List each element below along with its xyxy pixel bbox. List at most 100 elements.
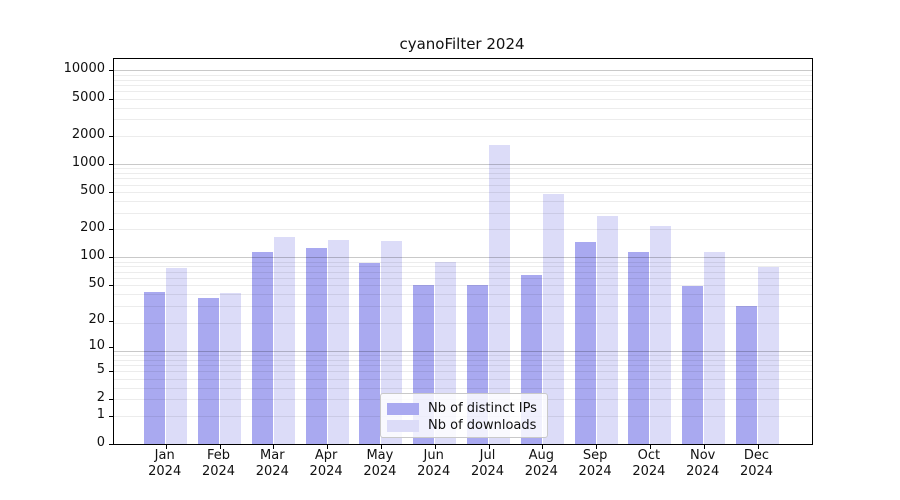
x-tick-mark [703, 445, 705, 449]
gridline-minor [114, 79, 812, 81]
x-tick-month: Dec [743, 448, 770, 463]
x-tick-month: Nov [690, 448, 716, 463]
bar-nb-of-downloads-feb-2024 [220, 293, 241, 444]
x-tick-label-sep: Sep 2024 [563, 448, 627, 480]
x-tick-month: Oct [637, 448, 661, 463]
bar-nb-of-downloads-nov-2024 [704, 251, 726, 444]
gridline-minor [114, 172, 812, 174]
legend-item-distinct-ips: Nb of distinct IPs [387, 400, 541, 417]
y-tick-mark [109, 284, 113, 286]
y-tick-label: 50 [88, 275, 105, 291]
chart-title: cyanoFilter 2024 [399, 35, 525, 53]
y-tick-mark [109, 191, 113, 193]
x-tick-year: 2024 [578, 464, 612, 479]
x-tick-label-mar: Mar 2024 [240, 448, 304, 480]
x-tick-month: Jan [154, 448, 175, 463]
gridline-minor [114, 285, 812, 287]
y-tick-mark [109, 98, 113, 100]
x-tick-year: 2024 [201, 464, 236, 479]
x-tick-year: 2024 [739, 464, 774, 479]
y-tick-label: 10000 [63, 61, 105, 77]
y-tick-mark [109, 320, 113, 322]
gridline-minor [114, 107, 812, 109]
y-tick-mark [109, 346, 113, 348]
x-tick-label-jun: Jun 2024 [402, 448, 466, 480]
x-tick-label-jul: Jul 2024 [456, 448, 520, 480]
y-tick-label: 200 [80, 219, 105, 235]
gridline-minor [114, 184, 812, 186]
bar-nb-of-distinct-ips-jan-2024 [144, 292, 166, 444]
x-tick-label-may: May 2024 [348, 448, 412, 480]
bars-layer [114, 59, 812, 444]
bar-nb-of-distinct-ips-dec-2024 [736, 306, 757, 444]
bar-nb-of-distinct-ips-feb-2024 [198, 297, 219, 444]
x-tick-label-dec: Dec 2024 [725, 448, 789, 480]
x-tick-label-jan: Jan 2024 [133, 448, 197, 480]
y-tick-label: 5000 [71, 89, 105, 105]
y-tick-mark [109, 444, 113, 445]
gridline-minor [114, 178, 812, 180]
gridline-major [114, 350, 812, 352]
gridline-minor [114, 261, 812, 263]
bar-nb-of-distinct-ips-sep-2024 [574, 242, 596, 444]
y-tick-label: 1 [96, 406, 105, 422]
bar-nb-of-downloads-mar-2024 [273, 236, 295, 444]
plot-area: Nb of distinct IPs Nb of downloads [109, 58, 813, 449]
bar-nb-of-distinct-ips-may-2024 [359, 262, 381, 444]
gridline-minor [114, 212, 812, 214]
gridline-minor [114, 229, 812, 231]
gridline-minor [114, 168, 812, 170]
x-tick-year: 2024 [632, 464, 666, 479]
x-tick-mark [542, 445, 544, 449]
gridline-major [114, 163, 812, 165]
y-tick-label: 500 [80, 182, 105, 198]
x-tick-mark [649, 445, 651, 449]
gridline-minor [114, 378, 812, 380]
y-tick-label: 0 [96, 435, 105, 450]
bar-nb-of-distinct-ips-nov-2024 [682, 286, 704, 444]
legend: Nb of distinct IPs Nb of downloads [380, 393, 548, 438]
gridline-minor [114, 119, 812, 121]
gridline-minor [114, 271, 812, 273]
x-tick-month: Jul [479, 448, 496, 463]
x-tick-mark [380, 445, 382, 449]
x-tick-year: 2024 [686, 464, 720, 479]
gridline-major [114, 70, 812, 72]
gridline-major [114, 257, 812, 259]
legend-label-downloads: Nb of downloads [428, 418, 537, 433]
bar-nb-of-downloads-oct-2024 [650, 225, 672, 444]
gridline-minor [114, 365, 812, 367]
legend-item-downloads: Nb of downloads [387, 417, 541, 434]
x-tick-mark [488, 445, 490, 449]
y-tick-mark [109, 163, 113, 165]
x-tick-month: Mar [260, 448, 285, 463]
gridline-minor [114, 84, 812, 86]
gridline-minor [114, 294, 812, 296]
x-tick-month: May [366, 448, 394, 463]
x-tick-month: Feb [206, 448, 231, 463]
bar-nb-of-downloads-dec-2024 [758, 266, 779, 444]
x-tick-label-apr: Apr 2024 [294, 448, 358, 480]
y-tick-label: 1000 [71, 154, 105, 170]
x-tick-label-feb: Feb 2024 [187, 448, 251, 480]
y-tick-mark [109, 371, 113, 373]
x-tick-label-oct: Oct 2024 [617, 448, 681, 480]
gridline-minor [114, 98, 812, 100]
x-tick-label-aug: Aug 2024 [509, 448, 573, 480]
y-tick-mark [109, 415, 113, 417]
x-tick-year: 2024 [470, 464, 505, 479]
x-tick-mark [434, 445, 436, 449]
gridline-minor [114, 371, 812, 373]
legend-swatch-distinct-ips [387, 402, 419, 415]
legend-label-distinct-ips: Nb of distinct IPs [428, 401, 537, 416]
bar-nb-of-distinct-ips-mar-2024 [251, 251, 273, 444]
x-tick-month: Aug [528, 448, 554, 463]
y-tick-mark [109, 135, 113, 137]
gridline-minor [114, 277, 812, 279]
x-tick-mark [219, 445, 221, 449]
gridline-minor [114, 322, 812, 324]
gridline-minor [114, 306, 812, 307]
y-tick-mark [109, 399, 113, 401]
bar-nb-of-distinct-ips-apr-2024 [305, 248, 327, 444]
